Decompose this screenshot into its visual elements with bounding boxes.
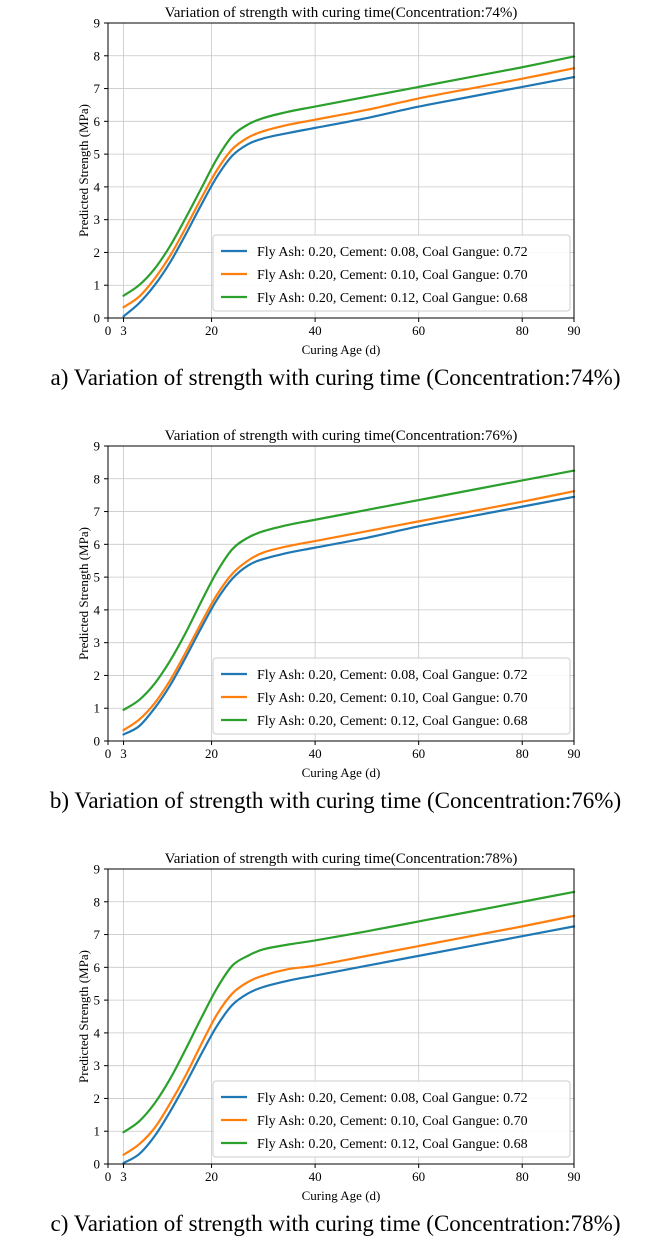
caption-c: c) Variation of strength with curing tim… <box>50 1211 621 1236</box>
y-tick-label: 4 <box>94 1025 101 1040</box>
y-axis-label: Predicted Strength (MPa) <box>76 104 91 237</box>
legend-label-3: Fly Ash: 0.20, Cement: 0.12, Coal Gangue… <box>257 1137 528 1152</box>
legend-label-3: Fly Ash: 0.20, Cement: 0.12, Coal Gangue… <box>257 291 528 306</box>
y-tick-label: 4 <box>94 602 101 617</box>
x-tick-label: 60 <box>412 323 425 338</box>
series-line-2 <box>122 490 576 732</box>
y-tick-label: 1 <box>94 1124 101 1139</box>
x-tick-label: 0 <box>105 746 112 761</box>
legend-label-3: Fly Ash: 0.20, Cement: 0.12, Coal Gangue… <box>257 714 528 729</box>
y-tick-label: 8 <box>94 894 101 909</box>
x-tick-label: 20 <box>205 323 218 338</box>
chart-a: Variation of strength with curing time(C… <box>76 5 581 357</box>
legend-label-2: Fly Ash: 0.20, Cement: 0.10, Coal Gangue… <box>257 1114 528 1129</box>
y-tick-label: 3 <box>94 1058 101 1073</box>
y-tick-label: 2 <box>94 245 101 260</box>
x-tick-label: 0 <box>105 1169 112 1184</box>
chart-title: Variation of strength with curing time(C… <box>165 851 518 867</box>
legend-label-1: Fly Ash: 0.20, Cement: 0.08, Coal Gangue… <box>257 668 528 683</box>
x-tick-label: 0 <box>105 323 112 338</box>
chart-c: Variation of strength with curing time(C… <box>76 851 581 1203</box>
chart-b: Variation of strength with curing time(C… <box>76 428 581 780</box>
x-tick-label: 90 <box>568 1169 581 1184</box>
series-line-2 <box>122 914 576 1156</box>
x-axis-label: Curing Age (d) <box>302 342 381 357</box>
y-tick-label: 2 <box>94 1091 101 1106</box>
x-tick-label: 3 <box>120 1169 127 1184</box>
chart-panel-a: Variation of strength with curing time(C… <box>0 0 671 412</box>
x-tick-label: 20 <box>205 1169 218 1184</box>
x-tick-label: 3 <box>120 323 127 338</box>
series-line-3 <box>122 469 576 711</box>
x-tick-label: 80 <box>516 1169 529 1184</box>
y-tick-label: 5 <box>94 993 101 1008</box>
caption-a: a) Variation of strength with curing tim… <box>50 365 621 390</box>
y-tick-label: 9 <box>94 16 101 31</box>
legend-label-2: Fly Ash: 0.20, Cement: 0.10, Coal Gangue… <box>257 268 528 283</box>
chart-title: Variation of strength with curing time(C… <box>165 5 518 21</box>
y-tick-label: 0 <box>94 1157 101 1172</box>
y-tick-label: 5 <box>94 147 101 162</box>
x-tick-label: 40 <box>309 323 322 338</box>
x-tick-label: 3 <box>120 746 127 761</box>
y-tick-label: 8 <box>94 48 101 63</box>
plot-frame <box>107 22 575 319</box>
y-tick-label: 7 <box>94 81 101 96</box>
legend-box <box>212 1080 571 1158</box>
y-tick-label: 0 <box>94 311 101 326</box>
plot-frame <box>107 868 575 1165</box>
y-tick-label: 3 <box>94 212 101 227</box>
x-tick-label: 80 <box>516 323 529 338</box>
x-tick-label: 90 <box>568 746 581 761</box>
y-tick-label: 1 <box>94 701 101 716</box>
y-tick-label: 6 <box>94 114 101 129</box>
y-axis-label: Predicted Strength (MPa) <box>76 527 91 660</box>
series-line-1 <box>122 75 576 318</box>
series-line-3 <box>122 55 576 297</box>
caption-b: b) Variation of strength with curing tim… <box>49 788 622 813</box>
x-tick-label: 20 <box>205 746 218 761</box>
series-line-1 <box>122 495 576 736</box>
series-line-1 <box>122 925 576 1165</box>
y-tick-label: 5 <box>94 570 101 585</box>
legend-label-1: Fly Ash: 0.20, Cement: 0.08, Coal Gangue… <box>257 1091 528 1106</box>
chart-panel-c: Variation of strength with curing time(C… <box>0 846 671 1258</box>
x-tick-label: 40 <box>309 746 322 761</box>
y-tick-label: 7 <box>94 504 101 519</box>
legend-label-2: Fly Ash: 0.20, Cement: 0.10, Coal Gangue… <box>257 691 528 706</box>
x-tick-label: 80 <box>516 746 529 761</box>
y-axis-label: Predicted Strength (MPa) <box>76 950 91 1083</box>
y-tick-label: 7 <box>94 927 101 942</box>
y-tick-label: 1 <box>94 278 101 293</box>
y-tick-label: 3 <box>94 635 101 650</box>
plot-frame <box>107 445 575 742</box>
chart-title: Variation of strength with curing time(C… <box>165 428 518 444</box>
y-tick-label: 0 <box>94 734 101 749</box>
y-tick-label: 6 <box>94 537 101 552</box>
y-tick-label: 6 <box>94 960 101 975</box>
x-axis-label: Curing Age (d) <box>302 1188 381 1203</box>
series-line-3 <box>122 890 576 1134</box>
y-tick-label: 8 <box>94 471 101 486</box>
y-tick-label: 9 <box>94 862 101 877</box>
x-tick-label: 40 <box>309 1169 322 1184</box>
legend-box <box>212 234 571 312</box>
y-tick-label: 4 <box>94 179 101 194</box>
series-line-2 <box>122 67 576 309</box>
legend-box <box>212 657 571 735</box>
y-tick-label: 9 <box>94 439 101 454</box>
x-tick-label: 90 <box>568 323 581 338</box>
legend-label-1: Fly Ash: 0.20, Cement: 0.08, Coal Gangue… <box>257 245 528 260</box>
x-tick-label: 60 <box>412 1169 425 1184</box>
x-tick-label: 60 <box>412 746 425 761</box>
chart-panel-b: Variation of strength with curing time(C… <box>0 423 671 835</box>
x-axis-label: Curing Age (d) <box>302 765 381 780</box>
y-tick-label: 2 <box>94 668 101 683</box>
